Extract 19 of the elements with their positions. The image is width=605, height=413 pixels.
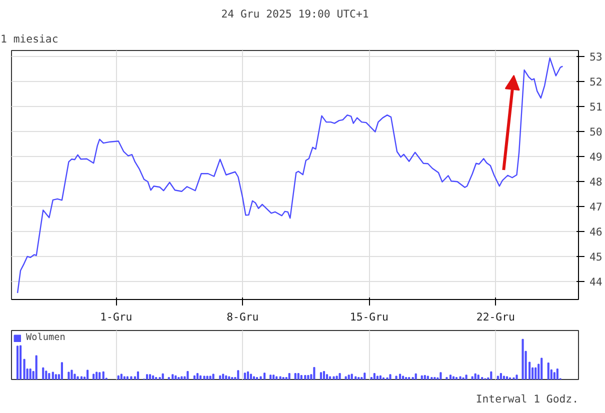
y-tick-label: 47 (590, 200, 602, 214)
y-tick-label: 52 (590, 76, 602, 89)
y-tick-label: 48 (590, 176, 602, 189)
x-tick-label: 15-Gru (350, 310, 388, 324)
y-tick-label: 46 (590, 226, 602, 239)
text: Interwal 1 Godz. (476, 392, 579, 406)
y-tick-label: 51 (590, 100, 602, 114)
chart-title: 1 miesiac (0, 32, 58, 46)
x-tick-label: 8-Gru (226, 310, 259, 324)
x-tick-label: 22-Gru (476, 310, 515, 324)
y-tick-label: 45 (590, 250, 602, 264)
x-tick-label: 1-Gru (100, 310, 132, 324)
legend-label: Wolumen (26, 332, 66, 343)
y-tick-label: 53 (590, 50, 602, 64)
chart-subtitle: 24 Gru 2025 19:00 UTC+1 (221, 8, 369, 20)
y-tick-label: 49 (590, 150, 602, 164)
line-series (16, 57, 564, 294)
y-tick-label: 50 (590, 126, 602, 139)
y-tick-label: 44 (590, 276, 602, 289)
